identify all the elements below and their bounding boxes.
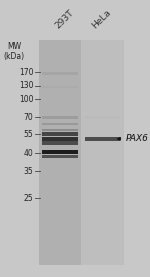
Text: 25: 25 bbox=[24, 194, 33, 203]
Bar bbox=[42, 86, 78, 88]
Bar bbox=[42, 116, 78, 119]
Bar bbox=[42, 150, 78, 154]
Bar bbox=[42, 123, 78, 125]
Bar bbox=[42, 129, 78, 131]
Bar bbox=[42, 72, 78, 75]
Bar bbox=[85, 116, 120, 119]
Bar bbox=[81, 40, 124, 265]
Text: 40: 40 bbox=[24, 149, 33, 158]
Bar bbox=[42, 155, 78, 158]
Bar bbox=[85, 137, 120, 141]
Text: (kDa): (kDa) bbox=[3, 52, 24, 61]
Text: 100: 100 bbox=[19, 95, 33, 104]
Text: 293T: 293T bbox=[53, 8, 76, 30]
Text: 130: 130 bbox=[19, 81, 33, 91]
Bar bbox=[39, 40, 81, 265]
Text: PAX6: PAX6 bbox=[126, 134, 148, 143]
Text: 70: 70 bbox=[24, 113, 33, 122]
Bar bbox=[42, 137, 78, 141]
Text: HeLa: HeLa bbox=[90, 8, 112, 30]
Bar bbox=[42, 132, 78, 136]
Bar bbox=[42, 142, 78, 145]
Text: 170: 170 bbox=[19, 68, 33, 77]
Text: 55: 55 bbox=[24, 130, 33, 139]
Text: MW: MW bbox=[7, 42, 21, 51]
Text: 35: 35 bbox=[24, 167, 33, 176]
